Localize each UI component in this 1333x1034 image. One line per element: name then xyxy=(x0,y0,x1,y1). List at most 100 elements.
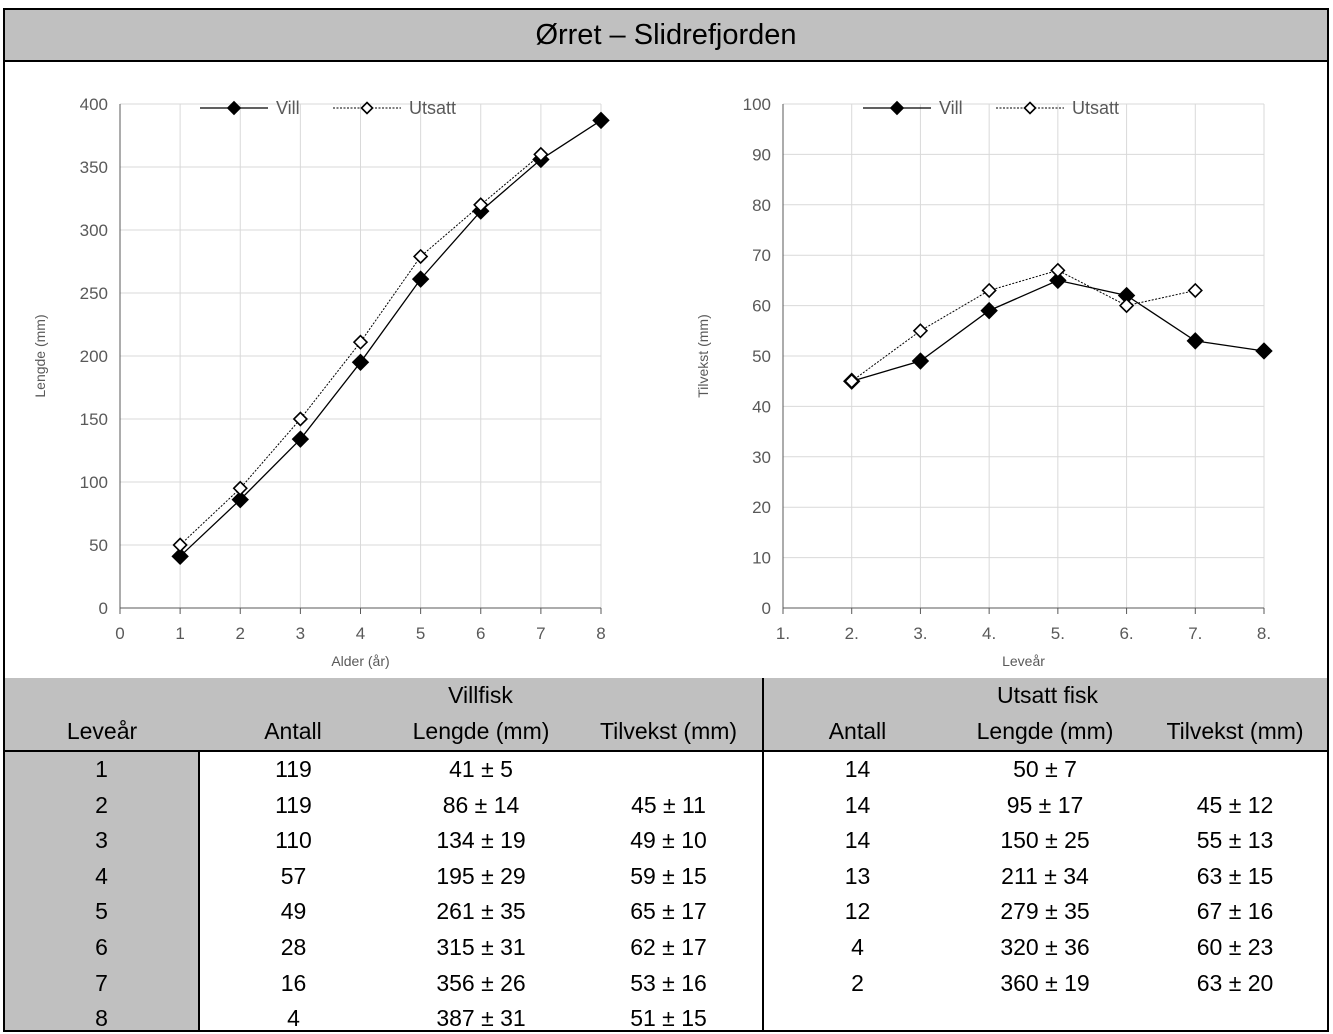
cell-lengde-stocked: 360 ± 19 xyxy=(1000,969,1090,996)
y-tick-label: 250 xyxy=(80,284,108,303)
y-tick-label: 350 xyxy=(80,158,108,177)
col-header-antall-wild: Antall xyxy=(199,713,387,752)
col-header-lengde-wild: Lengde (mm) xyxy=(387,713,575,752)
x-tick-label: 6 xyxy=(476,624,485,643)
col-header-levear: Leveår xyxy=(5,713,199,752)
cell-lengde-wild: 41 ± 5 xyxy=(449,756,513,782)
row-levear: 1 xyxy=(5,751,200,788)
data-point-utsatt xyxy=(1187,282,1203,299)
y-axis-title: Lengde (mm) xyxy=(32,314,48,397)
data-point-utsatt xyxy=(232,480,248,496)
row-levear: 5 xyxy=(5,894,200,930)
cell-antall-wild: 28 xyxy=(280,933,307,960)
y-tick-label: 40 xyxy=(752,397,771,416)
y-tick-label: 100 xyxy=(743,95,771,114)
y-tick-label: 200 xyxy=(80,347,108,366)
cell-antall-wild: 49 xyxy=(280,898,307,925)
legend-marker-vill xyxy=(889,100,905,116)
y-tick-label: 30 xyxy=(752,448,771,467)
legend-label-vill: Vill xyxy=(276,98,300,118)
cell-tilvekst-wild: 53 ± 16 xyxy=(575,965,764,1002)
data-point-utsatt xyxy=(844,373,860,389)
data-point-vill xyxy=(592,111,610,130)
cell-lengde-stocked xyxy=(951,1001,1139,1030)
cell-lengde-stocked: 50 ± 7 xyxy=(1013,756,1077,782)
cell-antall-stocked: 12 xyxy=(844,898,871,925)
y-tick-label: 60 xyxy=(752,297,771,316)
cell-antall-wild: 16 xyxy=(280,969,307,996)
cell-antall-stocked xyxy=(763,1001,951,1030)
x-tick-label: 8. xyxy=(1257,624,1271,643)
legend-label-vill: Vill xyxy=(939,98,963,118)
cell-antall-stocked: 4 xyxy=(851,933,864,960)
y-tick-label: 300 xyxy=(80,221,108,240)
x-tick-label: 7. xyxy=(1188,624,1202,643)
cell-tilvekst-stocked: 63 ± 15 xyxy=(1196,862,1274,889)
data-point-utsatt xyxy=(412,248,429,265)
cell-tilvekst-wild: 49 ± 10 xyxy=(575,823,764,859)
col-header-tilvekst-wild: Tilvekst (mm) xyxy=(575,713,764,752)
table-corner xyxy=(5,678,199,713)
cell-antall-stocked: 13 xyxy=(844,862,871,889)
table-group-header-row: Villfisk Utsatt fisk xyxy=(5,678,1327,713)
cell-tilvekst-wild: 65 ± 17 xyxy=(575,894,764,930)
cell-lengde-wild: 356 ± 26 xyxy=(436,969,526,996)
cell-tilvekst-stocked xyxy=(1139,751,1327,788)
table-row: 6 28 315 ± 31 62 ± 17 4 320 ± 36 60 ± 23 xyxy=(5,929,1327,966)
series-line-vill xyxy=(179,119,602,557)
data-point-utsatt xyxy=(981,282,997,299)
row-levear: 4 xyxy=(5,858,200,895)
col-header-antall-stocked: Antall xyxy=(763,713,951,752)
x-tick-label: 0 xyxy=(115,624,124,643)
y-tick-label: 90 xyxy=(752,145,771,164)
row-levear: 3 xyxy=(5,823,200,859)
x-tick-label: 2. xyxy=(845,624,859,643)
y-tick-label: 10 xyxy=(752,549,771,568)
legend-label-utsatt: Utsatt xyxy=(409,98,456,118)
cell-lengde-wild: 387 ± 31 xyxy=(436,1005,526,1032)
data-point-vill xyxy=(1186,332,1204,350)
x-tick-label: 5 xyxy=(416,624,425,643)
row-levear: 6 xyxy=(5,929,200,966)
cell-tilvekst-stocked: 63 ± 20 xyxy=(1196,969,1274,996)
cell-tilvekst-stocked: 60 ± 23 xyxy=(1196,933,1274,960)
data-point-utsatt xyxy=(1118,297,1135,314)
cell-tilvekst-wild: 62 ± 17 xyxy=(575,929,764,966)
cell-antall-stocked: 14 xyxy=(844,791,871,818)
data-point-vill xyxy=(911,352,930,370)
col-header-tilvekst-stocked: Tilvekst (mm) xyxy=(1139,713,1327,752)
y-tick-label: 80 xyxy=(752,196,771,215)
data-point-utsatt xyxy=(352,334,369,350)
y-tick-label: 150 xyxy=(80,410,108,429)
y-tick-label: 0 xyxy=(762,599,771,618)
x-tick-label: 3. xyxy=(913,624,927,643)
y-axis-title: Tilvekst (mm) xyxy=(695,314,711,397)
data-point-utsatt xyxy=(172,537,188,553)
x-tick-label: 1. xyxy=(776,624,790,643)
x-tick-label: 5. xyxy=(1051,624,1065,643)
cell-lengde-stocked: 211 ± 34 xyxy=(1001,862,1089,889)
cell-lengde-wild: 134 ± 19 xyxy=(436,827,526,854)
cell-antall-wild: 57 xyxy=(280,862,307,889)
cell-antall-wild: 119 xyxy=(275,756,312,782)
y-tick-label: 20 xyxy=(752,498,771,517)
cell-tilvekst-stocked: 45 ± 12 xyxy=(1196,791,1274,818)
cell-lengde-wild: 86 ± 14 xyxy=(442,791,520,818)
cell-lengde-stocked: 150 ± 25 xyxy=(1000,827,1090,854)
cell-tilvekst-wild: 51 ± 15 xyxy=(575,1001,764,1030)
table-row: 8 4 387 ± 31 51 ± 15 xyxy=(5,1001,1327,1032)
x-tick-label: 1 xyxy=(175,624,184,643)
cell-tilvekst-wild: 45 ± 11 xyxy=(575,787,764,824)
x-tick-label: 2 xyxy=(236,624,245,643)
data-point-vill xyxy=(1049,271,1067,290)
y-tick-label: 100 xyxy=(80,473,108,492)
y-tick-label: 70 xyxy=(752,246,771,265)
table-row: 2 119 86 ± 14 45 ± 11 14 95 ± 17 45 ± 12 xyxy=(5,787,1327,824)
data-table: Villfisk Utsatt fisk Leveår Antall Lengd… xyxy=(5,678,1327,1032)
y-tick-label: 50 xyxy=(89,536,108,555)
cell-antall-stocked: 14 xyxy=(844,827,871,854)
cell-tilvekst-wild xyxy=(575,751,764,788)
table-row: 5 49 261 ± 35 65 ± 17 12 279 ± 35 67 ± 16 xyxy=(5,894,1327,930)
data-point-vill xyxy=(231,490,249,509)
